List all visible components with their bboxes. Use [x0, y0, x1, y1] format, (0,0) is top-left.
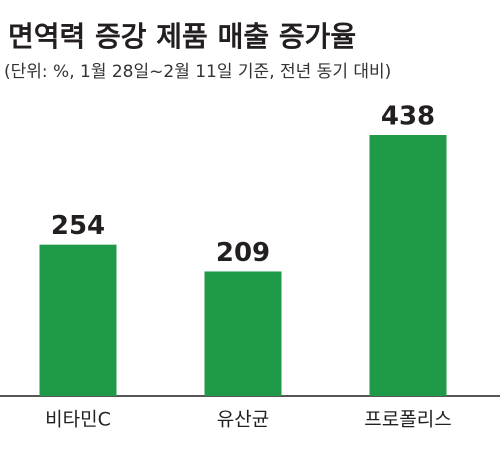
x-tick-label: 프로폴리스 — [364, 409, 451, 431]
bar — [204, 271, 282, 396]
bar — [39, 244, 117, 396]
x-tick-label: 유산균 — [217, 409, 269, 431]
x-tick-label: 비타민C — [45, 409, 111, 431]
bar — [369, 135, 447, 396]
value-label: 254 — [51, 211, 105, 241]
value-label: 438 — [381, 102, 435, 132]
value-label: 209 — [216, 238, 270, 268]
chart-title: 면역력 증강 제품 매출 증가율 — [8, 20, 356, 53]
chart-subtitle: (단위: %, 1월 28일~2월 11일 기준, 전년 동기 대비) — [4, 62, 391, 82]
